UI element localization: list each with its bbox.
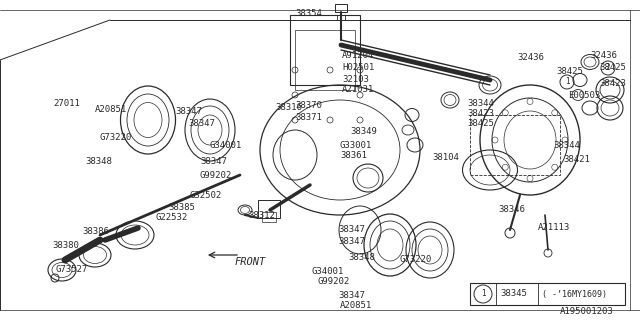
Text: FRONT: FRONT bbox=[235, 257, 266, 267]
Text: 1: 1 bbox=[481, 290, 485, 299]
Text: 38347: 38347 bbox=[188, 118, 215, 127]
Text: 38349: 38349 bbox=[350, 127, 377, 137]
Text: G73220: G73220 bbox=[100, 133, 132, 142]
Text: 38380: 38380 bbox=[52, 242, 79, 251]
Text: 38385: 38385 bbox=[168, 204, 195, 212]
Text: 38347: 38347 bbox=[338, 226, 365, 235]
Text: 38347: 38347 bbox=[175, 108, 202, 116]
Text: 38421: 38421 bbox=[563, 156, 590, 164]
Text: G34001: G34001 bbox=[312, 268, 344, 276]
Text: 38425: 38425 bbox=[556, 68, 583, 76]
Text: G32502: G32502 bbox=[190, 190, 222, 199]
Text: A195001203: A195001203 bbox=[560, 308, 614, 316]
Text: G73527: G73527 bbox=[55, 266, 87, 275]
Text: G33001: G33001 bbox=[340, 140, 372, 149]
Text: H02501: H02501 bbox=[342, 63, 374, 73]
Text: 38425: 38425 bbox=[467, 118, 494, 127]
Bar bbox=[290, 15, 360, 85]
Text: 38425: 38425 bbox=[599, 63, 626, 73]
Text: 38361: 38361 bbox=[340, 150, 367, 159]
Text: 38371: 38371 bbox=[295, 114, 322, 123]
Text: A21031: A21031 bbox=[342, 85, 374, 94]
Bar bbox=[470, 115, 560, 175]
Text: G99202: G99202 bbox=[318, 277, 350, 286]
Text: ( -’16MY1609): ( -’16MY1609) bbox=[542, 290, 607, 299]
Text: G73220: G73220 bbox=[400, 255, 432, 265]
Text: 27011: 27011 bbox=[53, 99, 80, 108]
Text: 38346: 38346 bbox=[498, 205, 525, 214]
Text: 2: 2 bbox=[605, 63, 611, 73]
Text: 38344: 38344 bbox=[553, 140, 580, 149]
Text: 38386: 38386 bbox=[82, 228, 109, 236]
Text: E00503: E00503 bbox=[568, 91, 600, 100]
Text: 38345: 38345 bbox=[500, 290, 527, 299]
Text: 38316: 38316 bbox=[275, 103, 302, 113]
Text: G99202: G99202 bbox=[200, 171, 232, 180]
Text: 1: 1 bbox=[564, 77, 570, 86]
Text: 38347: 38347 bbox=[338, 237, 365, 246]
Bar bbox=[258, 200, 280, 218]
Bar bbox=[335, 4, 347, 12]
Text: 32436: 32436 bbox=[517, 53, 544, 62]
Text: A21113: A21113 bbox=[538, 223, 570, 233]
Text: 38348: 38348 bbox=[85, 157, 112, 166]
Text: A91204: A91204 bbox=[342, 51, 374, 60]
Text: 38348: 38348 bbox=[348, 253, 375, 262]
Bar bbox=[337, 15, 345, 20]
Bar bbox=[262, 212, 276, 222]
Text: 38354: 38354 bbox=[295, 10, 322, 19]
Text: G22532: G22532 bbox=[155, 213, 188, 222]
Text: 38347: 38347 bbox=[338, 291, 365, 300]
Text: 38347: 38347 bbox=[200, 157, 227, 166]
Text: A20851: A20851 bbox=[95, 106, 127, 115]
Text: 38344: 38344 bbox=[467, 99, 494, 108]
Text: G34001: G34001 bbox=[210, 140, 243, 149]
Bar bbox=[470, 283, 625, 305]
Bar bbox=[295, 30, 355, 90]
Text: 38312: 38312 bbox=[248, 211, 275, 220]
Text: 38423: 38423 bbox=[599, 78, 626, 87]
Text: 38104: 38104 bbox=[432, 154, 459, 163]
Text: 38423: 38423 bbox=[467, 108, 494, 117]
Text: A20851: A20851 bbox=[340, 300, 372, 309]
Text: 38370: 38370 bbox=[295, 100, 322, 109]
Text: 32103: 32103 bbox=[342, 76, 369, 84]
Text: 32436: 32436 bbox=[590, 51, 617, 60]
